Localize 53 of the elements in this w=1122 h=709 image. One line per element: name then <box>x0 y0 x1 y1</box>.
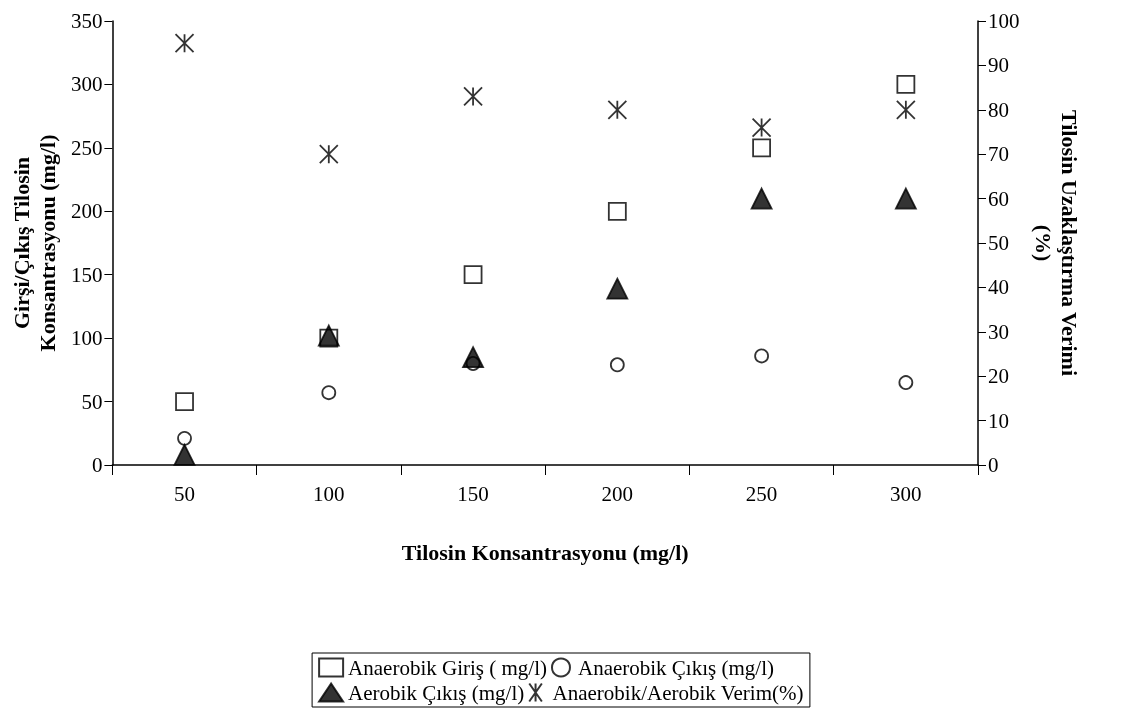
point <box>898 375 914 390</box>
y-tick-label: 0 <box>91 453 103 477</box>
x-tick-label: 250 <box>745 481 778 506</box>
point <box>607 201 627 221</box>
point <box>463 86 483 107</box>
y2-axis-title: Tilosin Uzaklaştırma Verimi (%) <box>1030 109 1082 377</box>
y2-tick-label: 90 <box>988 53 1009 78</box>
x-tick-label: 300 <box>890 481 922 506</box>
point <box>894 187 917 210</box>
y2-tick-label: 20 <box>988 364 1009 389</box>
x-axis-title: Tilosin Konsantrasyonu (mg/l) <box>401 539 689 565</box>
y-tick-label: 50 <box>81 389 103 414</box>
point <box>607 99 628 120</box>
y2-tick-label: 50 <box>988 231 1009 255</box>
point <box>462 346 484 369</box>
y2-tick-label: 70 <box>988 142 1009 167</box>
y-tick-label: 250 <box>70 135 103 160</box>
point <box>463 265 483 285</box>
y2-tick-label: 60 <box>988 186 1009 211</box>
point <box>175 392 194 411</box>
x-tick-label: 50 <box>174 481 196 506</box>
legend-label: Anaerobik Çıkış (mg/l) <box>577 655 774 680</box>
point <box>754 348 769 364</box>
legend-label: Aerobik Çıkış (mg/l) <box>348 680 525 705</box>
y2-tick-label: 100 <box>988 9 1020 33</box>
x-tick-label: 100 <box>313 481 345 506</box>
x-tick-label: 150 <box>457 481 489 506</box>
legend-label: Anaerobik/Aerobik Verim(%) <box>552 680 804 705</box>
y-tick-label: 100 <box>70 326 103 351</box>
point <box>895 99 916 120</box>
x-tick-label: 200 <box>601 481 634 506</box>
y2-tick-label: 10 <box>988 408 1009 433</box>
y2-tick-label: 30 <box>988 319 1009 344</box>
point <box>896 75 916 94</box>
point <box>318 144 339 165</box>
y-axis-title: Girşi/Çıkış Tilosin Konsantrasyonu (mg/l) <box>8 134 60 352</box>
y-tick-label: 150 <box>70 262 103 287</box>
y-tick-label: 200 <box>70 199 103 224</box>
point <box>174 33 195 54</box>
point <box>177 430 192 446</box>
legend-label: Anaerobik Giriş ( mg/l) <box>348 655 547 680</box>
y-tick-label: 300 <box>70 72 103 97</box>
y2-tick-label: 40 <box>988 275 1009 300</box>
point <box>750 187 773 210</box>
point <box>609 357 625 373</box>
y2-tick-label: 80 <box>988 97 1009 122</box>
y-tick-label: 350 <box>70 9 103 33</box>
point <box>173 443 196 466</box>
point <box>751 117 772 138</box>
point <box>752 138 771 158</box>
y2-tick-label: 0 <box>988 453 999 477</box>
point <box>606 277 629 300</box>
point <box>321 385 337 401</box>
